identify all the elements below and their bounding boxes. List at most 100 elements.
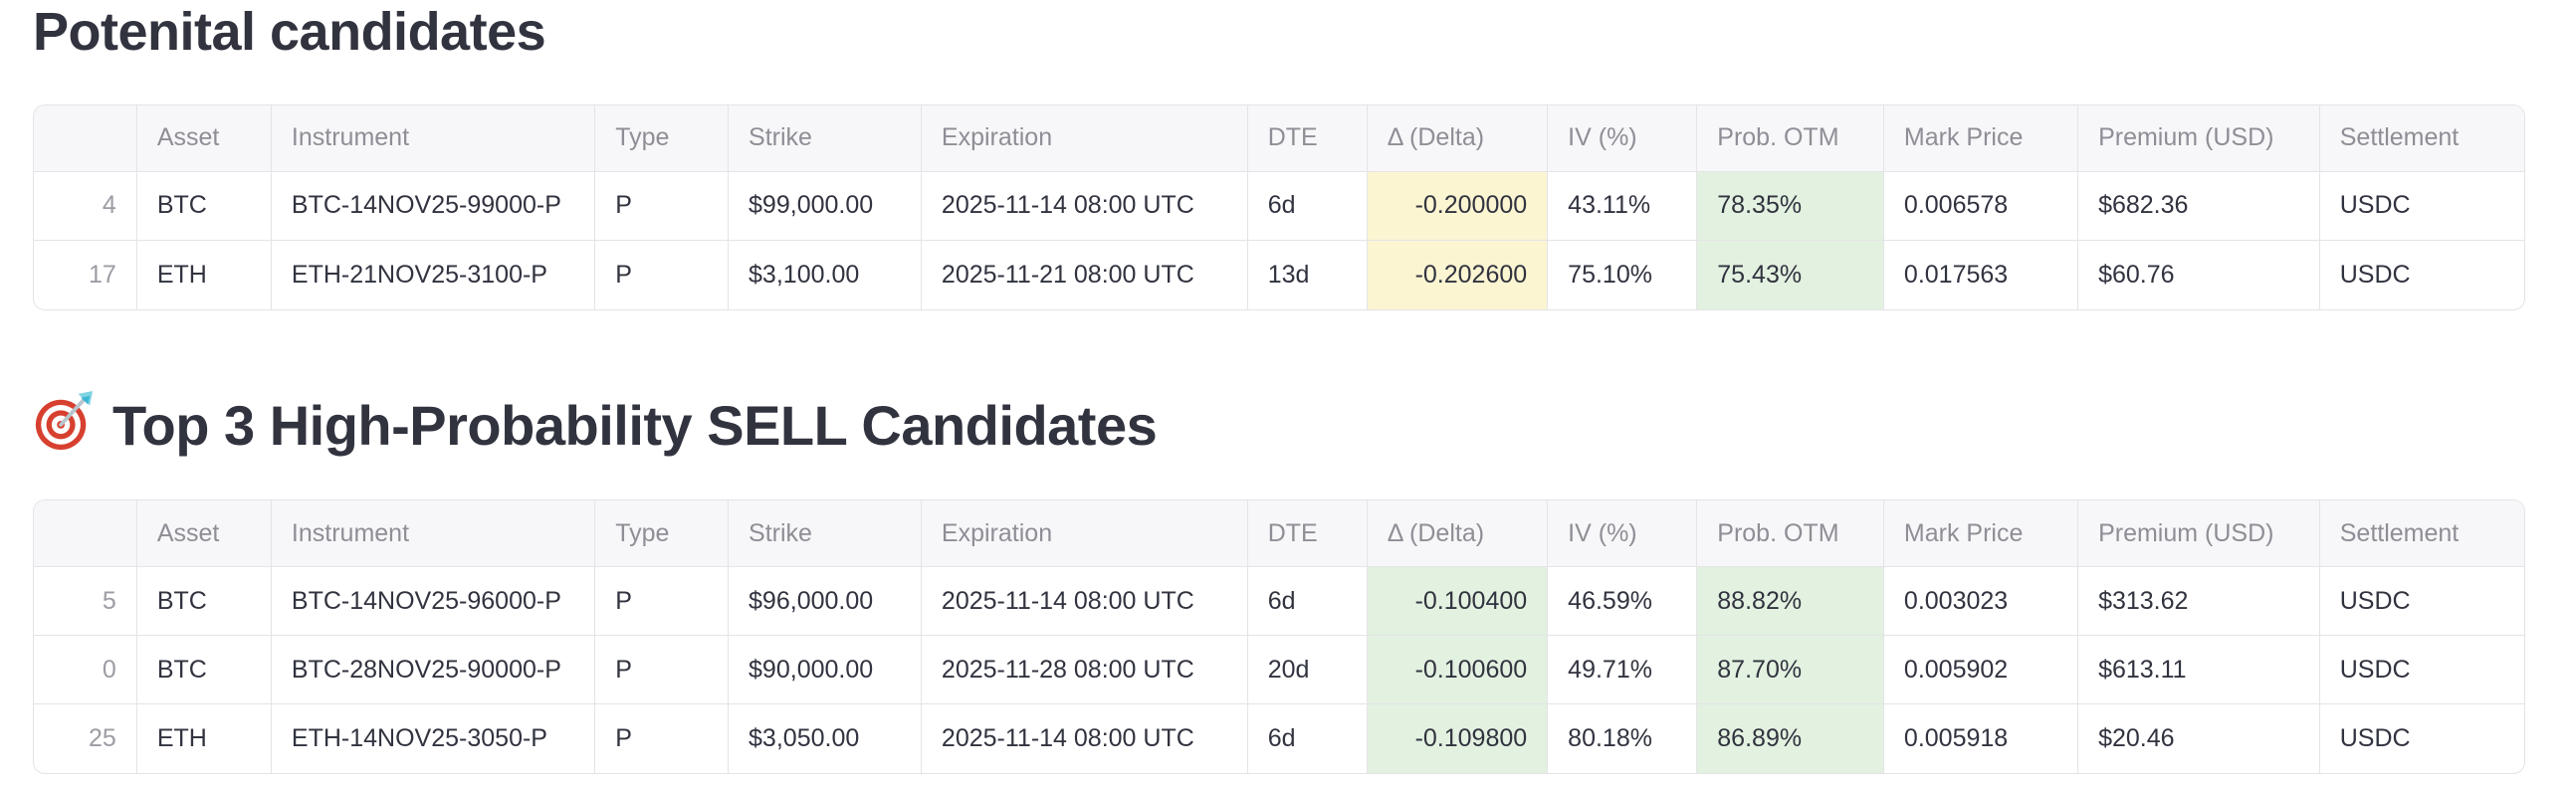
cell-strike: $90,000.00	[729, 636, 922, 705]
cell-prob-otm: 86.89%	[1697, 704, 1884, 774]
cell-prob-otm: 87.70%	[1697, 636, 1884, 705]
cell-prob-otm: 88.82%	[1697, 567, 1884, 637]
cell-prob-otm: 75.43%	[1697, 240, 1884, 309]
section-title-text: Top 3 High-Probability SELL Candidates	[112, 393, 1158, 457]
cell-premium: $613.11	[2078, 636, 2320, 705]
section-title-potential-candidates: Potenital candidates	[33, 0, 2576, 61]
cell-expiration: 2025-11-28 08:00 UTC	[921, 636, 1248, 705]
target-dart-emoji-icon	[33, 390, 95, 463]
cell-iv: 49.71%	[1548, 636, 1698, 705]
cell-mark-price: 0.005902	[1883, 636, 2079, 705]
cell-delta: -0.202600	[1367, 240, 1549, 309]
column-header-expiration: Expiration	[921, 104, 1248, 172]
table-row: 25 ETH ETH-14NOV25-3050-P P $3,050.00 2025-11…	[34, 704, 2524, 774]
section-title-text: Potenital candidates	[33, 2, 546, 62]
cell-dte: 6d	[1247, 567, 1368, 637]
cell-type: P	[595, 636, 730, 705]
cell-asset: ETH	[137, 240, 272, 309]
cell-iv: 46.59%	[1548, 567, 1698, 637]
cell-instrument: ETH-14NOV25-3050-P	[272, 704, 596, 774]
column-header-type: Type	[595, 104, 730, 172]
column-header-expiration: Expiration	[921, 500, 1248, 568]
column-header-iv: IV (%)	[1548, 104, 1698, 172]
cell-row-index: 17	[34, 240, 137, 309]
table-row: 4 BTC BTC-14NOV25-99000-P P $99,000.00 2025-1…	[34, 171, 2524, 241]
top3-sell-table: Asset Instrument Type Strike Expiration DTE Δ …	[33, 499, 2525, 775]
cell-premium: $313.62	[2078, 567, 2320, 637]
cell-mark-price: 0.005918	[1884, 704, 2079, 774]
column-header-settlement: Settlement	[2319, 500, 2524, 568]
cell-dte: 6d	[1247, 171, 1368, 241]
column-header-asset: Asset	[136, 104, 272, 172]
cell-asset: BTC	[136, 171, 272, 241]
cell-mark-price: 0.006578	[1883, 171, 2079, 241]
cell-strike: $99,000.00	[729, 171, 922, 241]
table-row: 0 BTC BTC-28NOV25-90000-P P $90,000.00 2025-1…	[34, 636, 2524, 705]
cell-mark-price: 0.003023	[1883, 567, 2079, 637]
cell-asset: BTC	[136, 636, 272, 705]
cell-row-index: 25	[34, 704, 137, 774]
column-header-premium: Premium (USD)	[2078, 500, 2320, 568]
column-header-row-index	[34, 500, 137, 568]
cell-iv: 75.10%	[1548, 240, 1698, 309]
cell-strike: $3,050.00	[729, 704, 922, 774]
table-row: 17 ETH ETH-21NOV25-3100-P P $3,100.00 2025-11…	[34, 240, 2524, 309]
cell-delta: -0.100600	[1367, 636, 1549, 705]
column-header-strike: Strike	[729, 104, 922, 172]
column-header-prob-otm: Prob. OTM	[1697, 104, 1884, 172]
cell-type: P	[595, 704, 730, 774]
column-header-prob-otm: Prob. OTM	[1697, 500, 1884, 568]
cell-premium: $682.36	[2078, 171, 2320, 241]
section-title-top3-sell: Top 3 High-Probability SELL Candidates	[33, 390, 2576, 463]
cell-row-index: 4	[34, 171, 137, 241]
cell-dte: 20d	[1247, 636, 1368, 705]
column-header-row-index	[34, 104, 137, 172]
cell-settlement: USDC	[2339, 260, 2411, 289]
cell-mark-price: 0.017563	[1884, 240, 2079, 309]
cell-row-index: 0	[34, 636, 137, 705]
table-row: 5 BTC BTC-14NOV25-96000-P P $96,000.00 2025-1…	[34, 567, 2524, 637]
cell-settlement: USDC	[2319, 172, 2524, 241]
cell-instrument: BTC-14NOV25-96000-P	[271, 567, 596, 637]
potential-candidates-table: Asset Instrument Type Strike Expiration DTE Δ …	[33, 103, 2525, 310]
cell-expiration: 2025-11-14 08:00 UTC	[921, 171, 1248, 241]
header-row: Asset Instrument Type Strike Expiration DTE Δ …	[34, 104, 2524, 172]
cell-instrument: BTC-14NOV25-99000-P	[271, 171, 596, 241]
cell-delta: -0.200000	[1367, 171, 1549, 241]
cell-dte: 13d	[1248, 240, 1368, 309]
column-header-instrument: Instrument	[271, 500, 596, 568]
data-table: Asset Instrument Type Strike Expiration DTE Δ …	[34, 500, 2524, 774]
cell-type: P	[595, 567, 730, 637]
column-header-strike: Strike	[729, 500, 922, 568]
cell-iv: 43.11%	[1548, 171, 1698, 241]
cell-settlement: USDC	[2339, 724, 2411, 753]
column-header-mark-price: Mark Price	[1883, 104, 2079, 172]
cell-premium: $60.76	[2078, 240, 2320, 309]
cell-asset: ETH	[137, 704, 272, 774]
cell-delta: -0.109800	[1367, 704, 1549, 774]
column-header-iv: IV (%)	[1548, 500, 1698, 568]
data-table: Asset Instrument Type Strike Expiration DTE Δ …	[34, 104, 2524, 309]
cell-strike: $3,100.00	[729, 240, 922, 309]
cell-expiration: 2025-11-21 08:00 UTC	[922, 240, 1248, 309]
column-header-type: Type	[595, 500, 730, 568]
cell-prob-otm: 78.35%	[1697, 171, 1884, 241]
cell-type: P	[595, 171, 730, 241]
column-header-delta: Δ (Delta)	[1367, 104, 1549, 172]
cell-iv: 80.18%	[1548, 704, 1698, 774]
cell-instrument: BTC-28NOV25-90000-P	[271, 636, 596, 705]
column-header-mark-price: Mark Price	[1883, 500, 2079, 568]
column-header-premium: Premium (USD)	[2078, 104, 2320, 172]
cell-expiration: 2025-11-14 08:00 UTC	[921, 567, 1248, 637]
column-header-instrument: Instrument	[271, 104, 596, 172]
column-header-dte: DTE	[1247, 500, 1368, 568]
cell-delta: -0.100400	[1367, 567, 1549, 637]
cell-expiration: 2025-11-14 08:00 UTC	[922, 704, 1248, 774]
cell-strike: $96,000.00	[729, 567, 922, 637]
cell-asset: BTC	[136, 567, 272, 637]
column-header-settlement: Settlement	[2319, 104, 2524, 172]
cell-type: P	[595, 240, 730, 309]
cell-premium: $20.46	[2078, 704, 2320, 774]
cell-row-index: 5	[34, 567, 137, 637]
